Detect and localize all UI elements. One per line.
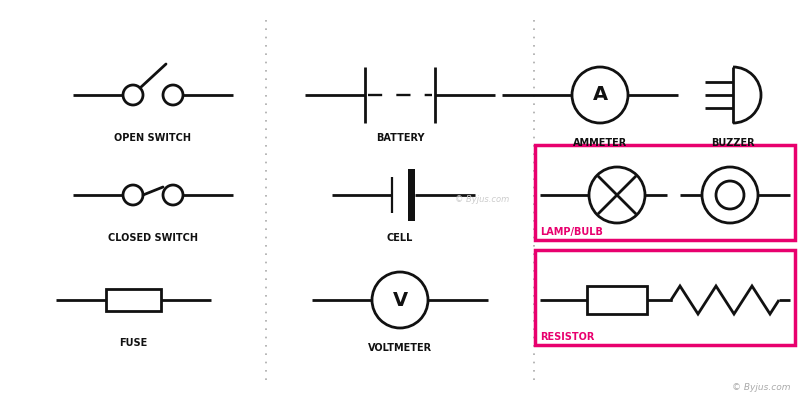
Circle shape — [589, 167, 645, 223]
Bar — [587, 286, 647, 314]
Text: © Byjus.com: © Byjus.com — [731, 383, 790, 392]
Text: VOLTMETER: VOLTMETER — [368, 343, 432, 353]
Circle shape — [163, 185, 183, 205]
Circle shape — [702, 167, 758, 223]
Text: CLOSED SWITCH: CLOSED SWITCH — [108, 233, 198, 243]
Text: LAMP/BULB: LAMP/BULB — [540, 227, 603, 237]
Text: AMMETER: AMMETER — [573, 138, 627, 148]
Bar — [535, 145, 795, 240]
Circle shape — [572, 67, 628, 123]
Text: OPEN SWITCH: OPEN SWITCH — [114, 133, 191, 143]
Circle shape — [123, 85, 143, 105]
Text: © Byjus.com: © Byjus.com — [455, 196, 510, 204]
Text: BUZZER: BUZZER — [711, 138, 755, 148]
Text: FUSE: FUSE — [119, 338, 147, 348]
Text: BATTERY: BATTERY — [376, 133, 424, 143]
Bar — [408, 169, 415, 221]
Circle shape — [123, 185, 143, 205]
Circle shape — [163, 85, 183, 105]
Circle shape — [372, 272, 428, 328]
Text: RESISTOR: RESISTOR — [540, 332, 594, 342]
Text: CELL: CELL — [387, 233, 413, 243]
Text: A: A — [593, 86, 607, 104]
Bar — [106, 289, 161, 311]
Text: V: V — [393, 290, 407, 310]
Bar — [535, 250, 795, 345]
